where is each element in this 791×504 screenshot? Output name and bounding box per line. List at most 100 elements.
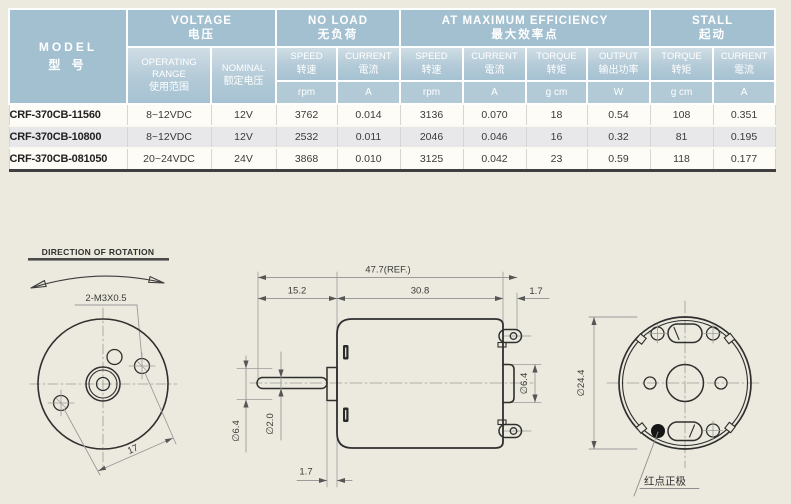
col-header-me-torque: TORQUE 转矩 <box>525 46 589 82</box>
rim-notches <box>635 332 736 434</box>
positive-dot-note-text: 红点正极 <box>644 475 686 488</box>
hole-spacing-value: 17 <box>126 443 140 457</box>
col-header-stall-current: CURRENT 電流 <box>712 46 777 82</box>
col-header-me-output: OUTPUT 输出功率 <box>586 46 652 82</box>
col-header-operating-range: OPERATING RANGE 使用范围 <box>126 46 212 105</box>
rear-slot-bottom <box>667 421 703 442</box>
shaft-length-value: 15.2 <box>288 286 307 297</box>
unit-amp: A <box>712 80 777 105</box>
table-row: CRF-370CB-10800 8~12VDC 12V 2532 0.011 2… <box>8 125 776 149</box>
unit-gcm: g cm <box>525 80 589 105</box>
col-header-nominal: NOMINAL 额定电压 <box>209 46 278 105</box>
unit-rpm: rpm <box>275 80 339 105</box>
terminal-top <box>497 328 523 348</box>
rear-hole-crosshairs <box>647 323 723 441</box>
spec-cell: 0.010 <box>336 147 401 172</box>
col-header-me-speed: SPEED 转速 <box>399 46 465 82</box>
spec-cell: 12V <box>210 125 277 149</box>
header-group-row: MODEL 型 号 VOLTAGE 电压 NO LOAD 无负荷 AT MAXI… <box>8 8 777 105</box>
spec-cell: 0.014 <box>336 103 401 127</box>
side-view-drawing: 47.7(REF.) 15.2 30.8 1.7 <box>231 265 550 488</box>
spec-cell: 81 <box>649 125 714 149</box>
motor-body-outline <box>336 318 504 449</box>
centerlines <box>29 307 178 467</box>
spec-table: MODEL 型 号 VOLTAGE 电压 NO LOAD 无负荷 AT MAXI… <box>8 8 777 172</box>
vent-slots <box>343 345 349 422</box>
col-header-me-current: CURRENT 電流 <box>462 46 528 82</box>
overall-length-dimension: 47.7(REF.) <box>257 265 518 280</box>
spec-cell: 2532 <box>275 125 338 149</box>
spec-cell: 0.195 <box>712 125 776 149</box>
mounting-hole-label: 2-M3X0.5 <box>85 293 126 304</box>
spec-cell: 3868 <box>275 147 338 172</box>
hole-spacing-dimension: 17 <box>63 372 177 476</box>
spec-cell: 0.351 <box>712 103 776 127</box>
shaft-boss-ring <box>85 366 121 402</box>
model-name: CRF-370CB-10800 <box>8 125 128 149</box>
positive-terminal-dot <box>651 424 665 438</box>
hole-label-leader <box>74 304 143 361</box>
shaft-collar <box>326 366 338 402</box>
positive-dot-note: 红点正极 <box>633 431 700 497</box>
group-header-voltage: VOLTAGE 电压 <box>125 8 278 48</box>
spec-cell: 108 <box>649 103 714 127</box>
spec-cell: 0.046 <box>462 125 527 149</box>
spec-cell: 8~12VDC <box>126 103 212 127</box>
model-name: CRF-370CB-11560 <box>8 103 128 127</box>
spec-cell: 0.042 <box>462 147 527 172</box>
collar-width-dimension: 1.7 <box>296 467 353 483</box>
rear-side-hole-right <box>714 376 728 390</box>
spec-cell: 118 <box>649 147 714 172</box>
spec-cell: 3136 <box>399 103 464 127</box>
col-header-stall-torque: TORQUE 转矩 <box>649 46 715 82</box>
spec-cell: 0.54 <box>586 103 651 127</box>
col-header-noload-speed: SPEED 转速 <box>275 46 339 82</box>
segment-dimensions: 15.2 30.8 1.7 <box>257 286 550 301</box>
terminal-length-value: 1.7 <box>529 286 542 297</box>
group-header-max-efficiency: AT MAXIMUM EFFICIENCY 最大效率点 <box>399 8 652 48</box>
rear-outline-outer <box>618 316 752 450</box>
rear-outline-inner <box>621 319 749 447</box>
model-name: CRF-370CB-081050 <box>8 147 128 172</box>
rear-bearing-boss <box>502 363 515 404</box>
spec-cell: 12V <box>210 103 277 127</box>
header-unit-row: rpm A rpm A g cm W g cm A <box>9 80 777 105</box>
spec-cell: 0.011 <box>336 125 401 149</box>
spec-cell: 0.177 <box>712 147 776 172</box>
model-label-cn: 型 号 <box>48 58 88 72</box>
shaft-dia-dimension: ∅2.0 <box>265 351 284 441</box>
overall-length-value: 47.7(REF.) <box>365 265 410 276</box>
motor-face-outline <box>37 318 169 450</box>
header-sub-row: OPERATING RANGE 使用范围 NOMINAL 额定电压 SPEED … <box>9 46 777 105</box>
spec-cell: 0.070 <box>462 103 527 127</box>
rear-centerlines <box>606 300 763 469</box>
unit-watt: W <box>586 80 652 105</box>
title-underline <box>28 258 169 261</box>
collar-dia-dimension: ∅6.4 <box>231 355 249 453</box>
spec-cell: 3125 <box>399 147 464 172</box>
collar-dia-value: ∅6.4 <box>231 420 242 441</box>
technical-drawings: DIRECTION OF ROTATION 2-M3X0.5 <box>28 247 763 497</box>
spec-cell: 2046 <box>399 125 464 149</box>
extension-lines <box>236 271 542 488</box>
body-length-value: 30.8 <box>411 286 430 297</box>
rear-boss-dia-dimension: ∅6.4 <box>519 364 538 403</box>
rear-dia-value: ∅24.4 <box>576 370 587 397</box>
spec-cell: 24V <box>210 147 277 172</box>
rotation-arrow <box>30 275 165 289</box>
direction-of-rotation-label: DIRECTION OF ROTATION <box>42 247 155 257</box>
group-header-no-load: NO LOAD 无负荷 <box>275 8 402 48</box>
terminal-bottom <box>497 419 523 439</box>
spec-cell: 20~24VDC <box>126 147 212 172</box>
unit-gcm: g cm <box>649 80 715 105</box>
mounting-hole-crosshairs <box>47 352 156 417</box>
shaft-hole <box>95 376 111 392</box>
front-view-drawing: DIRECTION OF ROTATION 2-M3X0.5 <box>28 247 178 476</box>
table-row: CRF-370CB-11560 8~12VDC 12V 3762 0.014 3… <box>8 103 776 127</box>
rear-view-drawing: ∅24.4 红点正极 <box>576 300 763 497</box>
unit-amp: A <box>462 80 528 105</box>
rear-center-boss <box>665 363 705 403</box>
model-label-en: MODEL <box>38 40 98 54</box>
unit-rpm: rpm <box>399 80 465 105</box>
